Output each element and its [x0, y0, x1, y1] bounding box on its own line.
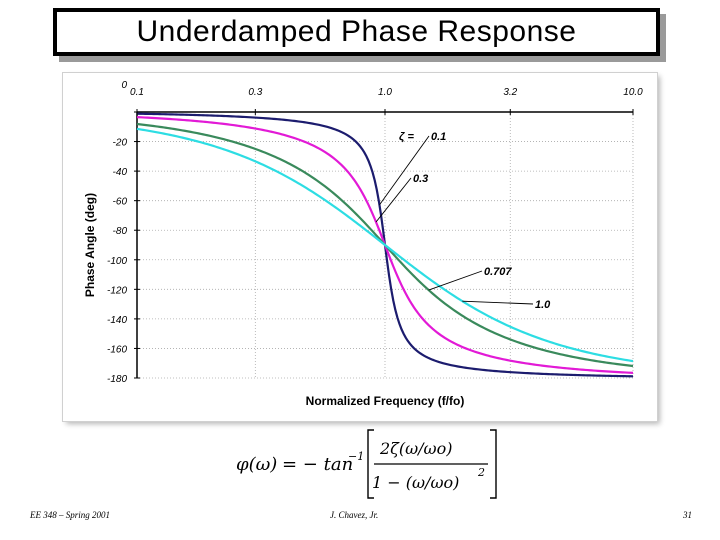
y-tick-label: -180 [107, 374, 127, 385]
left-bracket [367, 429, 374, 499]
annotation-leader-line [375, 177, 412, 223]
annotation-label-zeta-0_1: 0.1 [431, 131, 446, 143]
chart-panel: 0.1 0.3 1.0 3.2 10.0 0 -20 -40 -60 -80 -100 -120 -14… [63, 73, 657, 421]
annotation-zeta-prefix: ζ = [399, 131, 414, 143]
x-tick-label: 0.1 [130, 87, 144, 98]
y-tick-label: -40 [113, 167, 128, 178]
formula-lhs: φ(ω) [236, 454, 277, 475]
y-tick-label: -60 [113, 197, 128, 208]
y-tick-label: -80 [113, 226, 128, 237]
slide-title: Underdamped Phase Response [136, 15, 577, 48]
annotation-leader-line [428, 270, 483, 291]
formula-equals-tan: = − tan [282, 454, 353, 475]
series-line-zeta-1_0 [136, 127, 634, 363]
y-axis-label: Phase Angle (deg) [83, 193, 97, 297]
title-box: Underdamped Phase Response [53, 8, 660, 56]
annotation-label-zeta-0_3: 0.3 [413, 173, 428, 185]
annotation-label-zeta-0_707: 0.707 [484, 266, 512, 278]
formula-exponent: −1 [348, 450, 364, 463]
phase-response-chart: 0.1 0.3 1.0 3.2 10.0 0 -20 -40 -60 -80 -100 -120 -14… [83, 80, 643, 408]
x-axis-label: Normalized Frequency (f/fo) [306, 394, 465, 408]
x-tick-label: 3.2 [503, 87, 517, 98]
y-tick-label: -160 [107, 344, 127, 355]
right-bracket [490, 429, 497, 499]
footer-course: EE 348 – Spring 2001 [30, 510, 110, 520]
formula-power: 2 [477, 466, 485, 479]
y-tick-label: -100 [107, 256, 127, 267]
annotation-leader-line [462, 300, 534, 305]
x-tick-label: 0.3 [248, 87, 262, 98]
y-tick-label: 0 [121, 80, 127, 91]
x-tick-label: 1.0 [378, 87, 392, 98]
y-tick-label: -140 [107, 315, 127, 326]
formula-numerator: 2ζ(ω/ωo) [379, 439, 452, 458]
annotation-leader-line [379, 135, 430, 206]
phase-formula: φ(ω) = − tan −1 2ζ(ω/ωo) 1 − (ω/ωo) 2 [232, 426, 502, 507]
formula-denominator: 1 − (ω/ωo) [372, 473, 459, 492]
y-tick-label: -20 [113, 138, 128, 149]
x-tick-label: 10.0 [623, 87, 643, 98]
y-tick-label: -120 [107, 285, 127, 296]
footer-author: J. Chavez, Jr. [330, 510, 379, 520]
formula-svg: φ(ω) = − tan −1 2ζ(ω/ωo) 1 − (ω/ωo) 2 [236, 429, 497, 499]
annotation-label-zeta-1_0: 1.0 [535, 299, 551, 311]
footer-page-number: 31 [683, 510, 692, 520]
